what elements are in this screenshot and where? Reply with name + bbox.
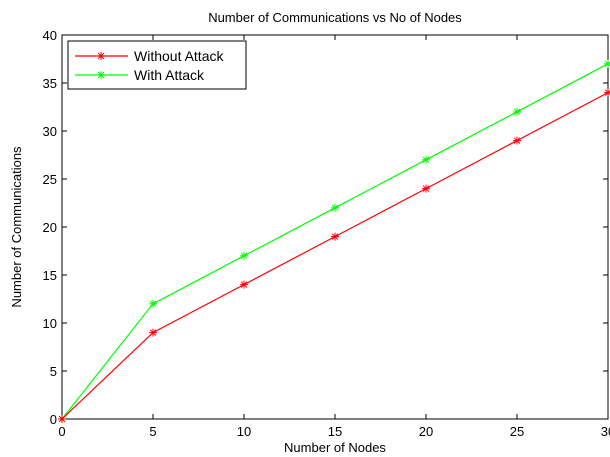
plot-area <box>61 34 609 420</box>
chart-title: Number of Communications vs No of Nodes <box>208 10 462 25</box>
series-layer <box>58 59 610 423</box>
data-point-with-attack <box>513 107 521 116</box>
legend-label: Without Attack <box>134 48 224 64</box>
data-point-without-attack <box>149 328 157 337</box>
data-point-without-attack <box>513 136 521 145</box>
legend-marker-icon <box>97 71 105 79</box>
legend: Without Attack With Attack <box>67 40 247 90</box>
y-tick-label: 25 <box>43 172 57 187</box>
x-tick-label: 10 <box>237 424 251 439</box>
y-tick-label: 20 <box>43 220 57 235</box>
data-point-with-attack <box>422 155 430 164</box>
data-point-without-attack <box>240 280 248 289</box>
x-axis-label: Number of Nodes <box>284 440 386 455</box>
legend-box <box>67 40 247 90</box>
y-tick-label: 30 <box>43 124 57 139</box>
x-tick-label: 25 <box>510 424 524 439</box>
x-tick-label: 0 <box>58 424 65 439</box>
legend-label: With Attack <box>134 67 205 83</box>
legend-marker-icon <box>97 52 105 60</box>
data-point-without-attack <box>331 232 339 241</box>
y-tick-label: 0 <box>50 412 57 427</box>
data-point-with-attack <box>240 251 248 260</box>
y-tick-label: 40 <box>43 28 57 43</box>
y-axis-label: Number of Communications <box>9 146 24 308</box>
x-tick-label: 20 <box>419 424 433 439</box>
x-tick-label: 5 <box>149 424 156 439</box>
data-point-without-attack <box>422 184 430 193</box>
data-point-with-attack <box>149 299 157 308</box>
data-point-without-attack <box>58 415 66 423</box>
y-tick-label: 5 <box>50 364 57 379</box>
y-axis: 0 5 10 15 20 25 30 35 40 <box>43 28 608 427</box>
x-axis: 0 5 10 15 20 25 30 <box>58 35 610 439</box>
y-tick-label: 10 <box>43 316 57 331</box>
data-point-with-attack <box>331 203 339 212</box>
y-tick-label: 15 <box>43 268 57 283</box>
y-tick-label: 35 <box>43 76 57 91</box>
legend-entry: Without Attack <box>75 48 224 64</box>
x-tick-label: 30 <box>601 424 610 439</box>
x-tick-label: 15 <box>328 424 342 439</box>
legend-entry: With Attack <box>75 67 205 83</box>
